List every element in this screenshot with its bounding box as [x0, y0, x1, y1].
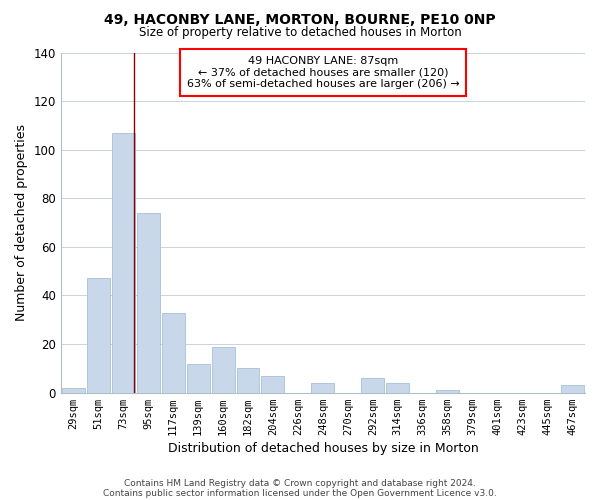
Bar	[386, 383, 409, 392]
Bar	[212, 346, 235, 393]
Bar	[161, 312, 185, 392]
Text: 49, HACONBY LANE, MORTON, BOURNE, PE10 0NP: 49, HACONBY LANE, MORTON, BOURNE, PE10 0…	[104, 12, 496, 26]
Text: Contains public sector information licensed under the Open Government Licence v3: Contains public sector information licen…	[103, 488, 497, 498]
Bar	[187, 364, 209, 392]
Text: 49 HACONBY LANE: 87sqm
← 37% of detached houses are smaller (120)
63% of semi-de: 49 HACONBY LANE: 87sqm ← 37% of detached…	[187, 56, 459, 89]
Bar	[62, 388, 85, 392]
Y-axis label: Number of detached properties: Number of detached properties	[15, 124, 28, 321]
Text: Size of property relative to detached houses in Morton: Size of property relative to detached ho…	[139, 26, 461, 39]
Bar	[561, 386, 584, 392]
Bar	[137, 213, 160, 392]
Text: Contains HM Land Registry data © Crown copyright and database right 2024.: Contains HM Land Registry data © Crown c…	[124, 478, 476, 488]
Bar	[311, 383, 334, 392]
Bar	[262, 376, 284, 392]
Bar	[236, 368, 259, 392]
Bar	[436, 390, 459, 392]
X-axis label: Distribution of detached houses by size in Morton: Distribution of detached houses by size …	[167, 442, 478, 455]
Bar	[87, 278, 110, 392]
Bar	[361, 378, 385, 392]
Bar	[112, 132, 134, 392]
